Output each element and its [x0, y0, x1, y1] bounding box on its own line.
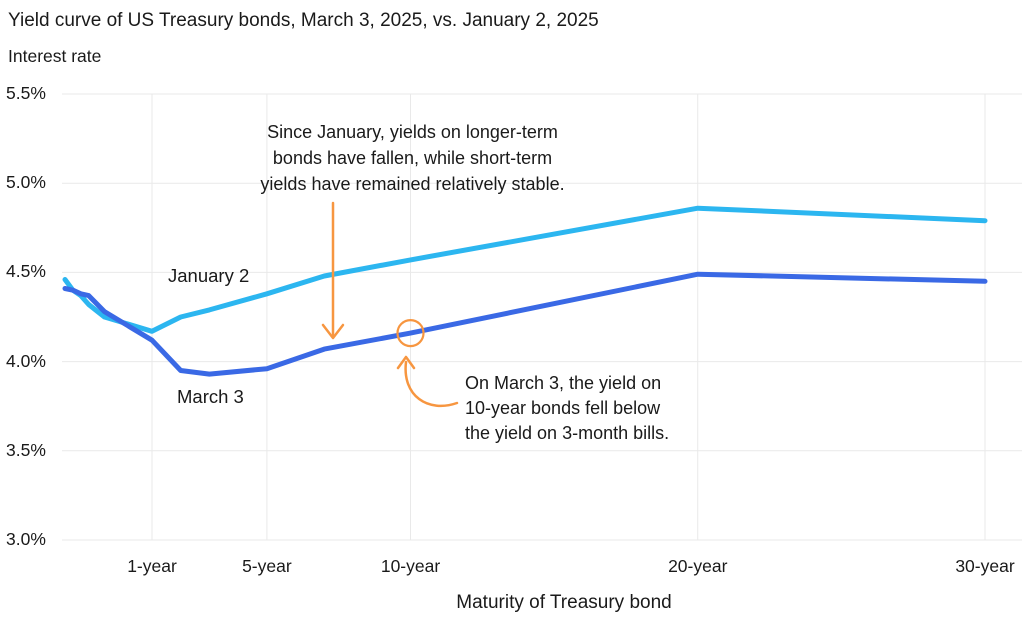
series-lines: [62, 205, 988, 377]
trend-annotation-line-3: yields have remained relatively stable.: [260, 174, 565, 194]
ten-year-highlight-circle: [396, 319, 425, 348]
series-label-march-3: March 3: [177, 386, 244, 407]
down-arrow-head: [321, 323, 345, 340]
series-label-january-2: January 2: [168, 265, 250, 286]
trend-annotation-line-1: Since January, yields on longer-term: [267, 122, 558, 142]
gridlines: [62, 93, 1022, 541]
inversion-annotation-line-1: On March 3, the yield on: [465, 373, 662, 393]
y-axis-title: Interest rate: [8, 46, 102, 66]
inversion-annotation-line-2: 10-year bonds fell below: [465, 398, 661, 418]
down-arrow-annotation: [321, 201, 345, 340]
inversion-annotation-line-3: the yield on 3-month bills.: [465, 423, 670, 443]
inversion-annotation: On March 3, the yield on 10-year bonds f…: [465, 371, 669, 446]
curved-arrow-head: [396, 355, 416, 370]
chart-title: Yield curve of US Treasury bonds, March …: [8, 10, 599, 31]
trend-annotation-line-2: bonds have fallen, while short-term: [272, 148, 553, 168]
curved-arrow-annotation: [396, 355, 459, 408]
series-line-march-3: [62, 271, 988, 377]
x-axis-title: Maturity of Treasury bond: [456, 592, 672, 613]
trend-annotation: Since January, yields on longer-term bon…: [225, 119, 600, 197]
curved-arrow-shaft: [404, 360, 459, 408]
